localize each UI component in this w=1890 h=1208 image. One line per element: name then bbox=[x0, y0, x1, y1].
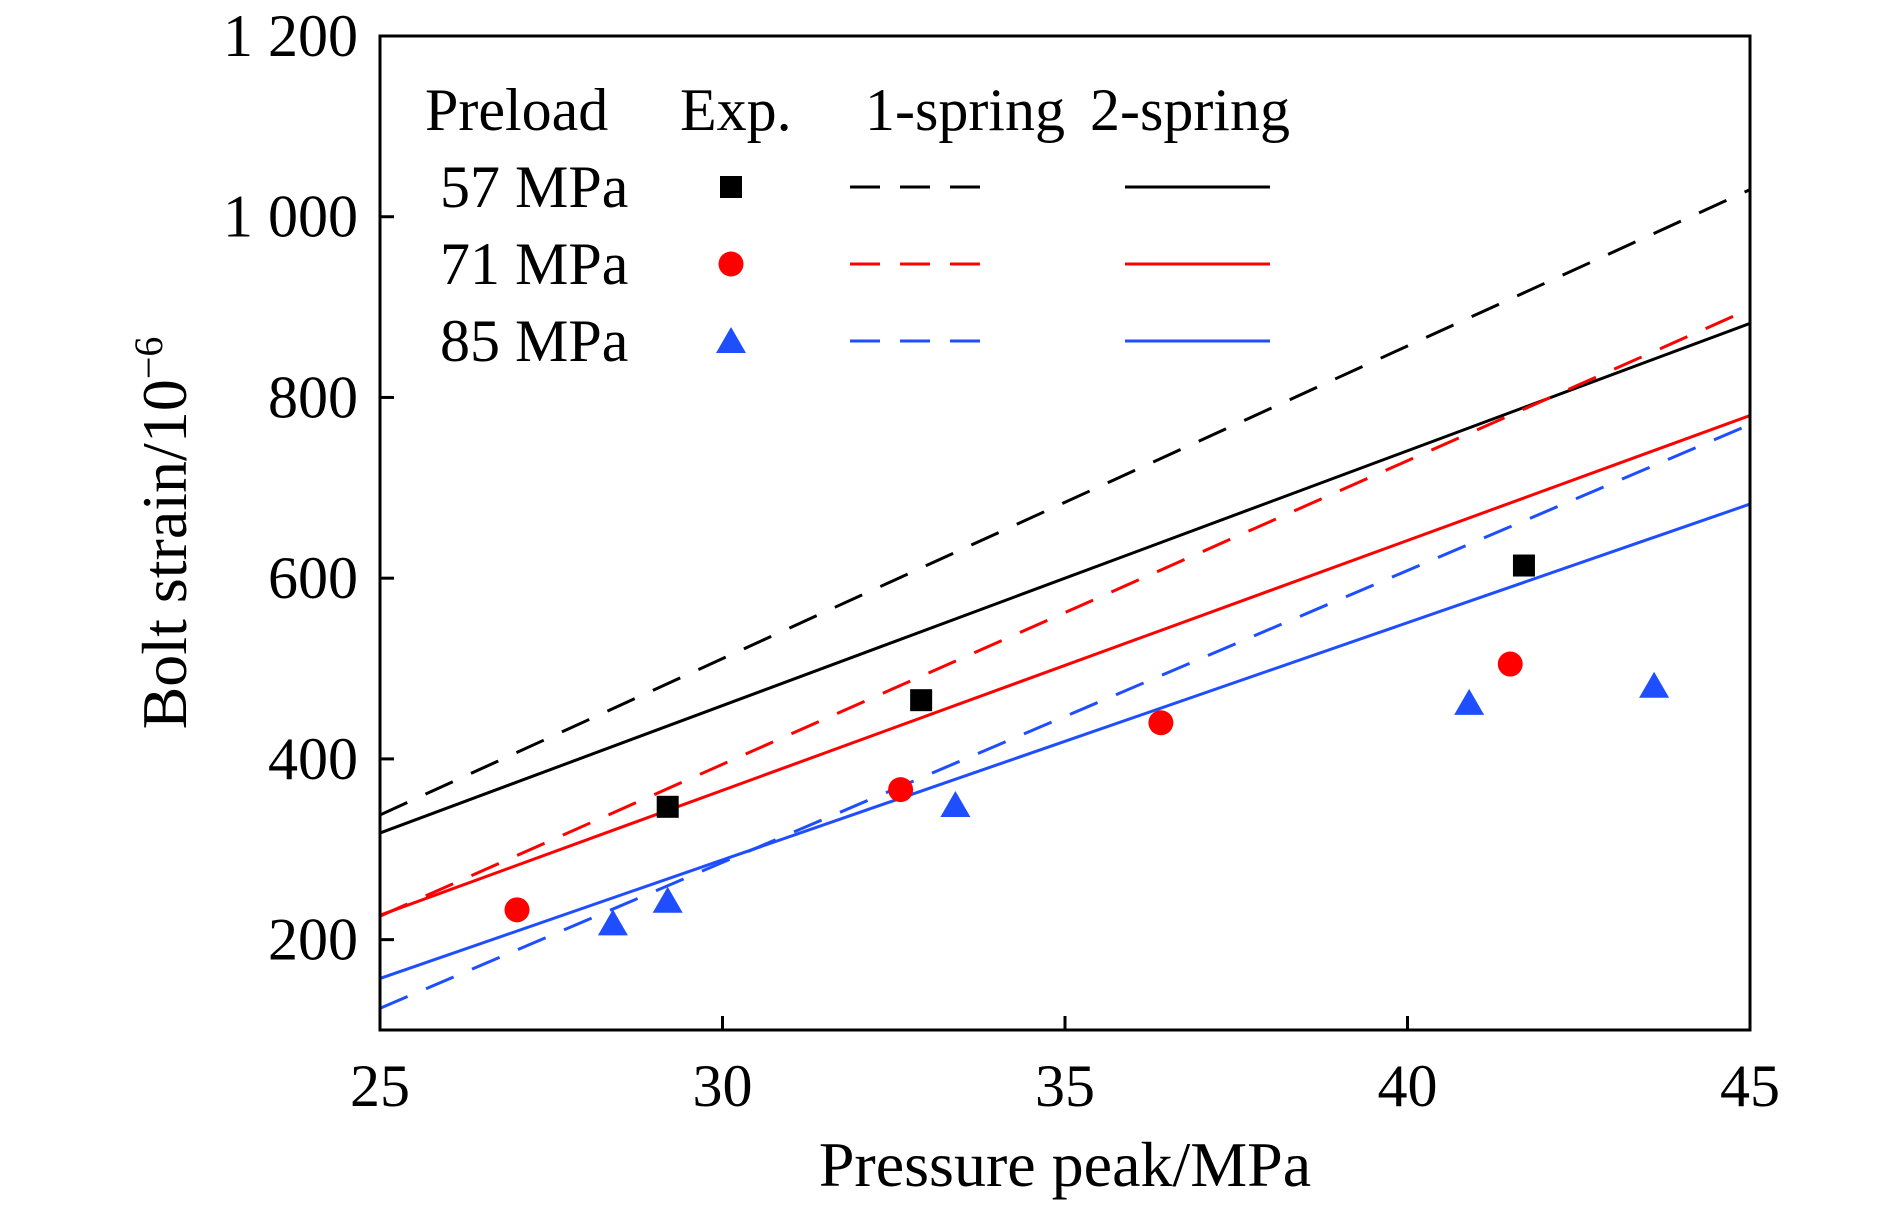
data-point bbox=[1497, 651, 1523, 677]
y-tick-label: 1 200 bbox=[223, 3, 358, 69]
legend-preload-label: 71 MPa bbox=[440, 231, 628, 297]
x-tick-label: 40 bbox=[1378, 1053, 1438, 1119]
legend-preload-label: 57 MPa bbox=[440, 154, 628, 220]
x-axis: 25 30 35 40 45 bbox=[350, 1016, 1780, 1119]
legend-marker bbox=[716, 327, 746, 353]
legend-marker bbox=[720, 176, 742, 198]
y-tick-label: 200 bbox=[268, 907, 358, 973]
data-point bbox=[1512, 554, 1535, 577]
x-tick-label: 25 bbox=[350, 1053, 410, 1119]
two-spring-line bbox=[380, 321, 1750, 835]
data-point bbox=[504, 897, 530, 923]
data-point bbox=[656, 795, 679, 818]
one-spring-line bbox=[380, 423, 1750, 1010]
legend: Preload Exp. 1-spring 2-spring 57 MPa 71 MPa 8… bbox=[425, 77, 1290, 374]
data-point bbox=[652, 886, 683, 913]
y-tick-label: 400 bbox=[268, 726, 358, 792]
data-point bbox=[940, 790, 971, 817]
y-axis: 200 400 600 800 1 000 1 200 bbox=[223, 3, 394, 973]
y-tick-label: 1 000 bbox=[223, 184, 358, 250]
legend-header-2-spring: 2-spring bbox=[1090, 77, 1290, 143]
data-point bbox=[597, 909, 628, 936]
data-point bbox=[1639, 671, 1670, 698]
legend-marker bbox=[718, 251, 744, 277]
y-axis-label-text: Bolt strain/10 bbox=[129, 379, 200, 729]
y-tick-label: 800 bbox=[268, 364, 358, 430]
data-point bbox=[1148, 710, 1174, 736]
legend-header-preload: Preload bbox=[425, 77, 608, 143]
legend-preload-label: 85 MPa bbox=[440, 308, 628, 374]
data-point bbox=[910, 689, 933, 712]
one-spring-line bbox=[380, 307, 1750, 918]
x-tick-label: 30 bbox=[693, 1053, 753, 1119]
legend-header-1-spring: 1-spring bbox=[865, 77, 1065, 143]
x-tick-label: 35 bbox=[1035, 1053, 1095, 1119]
y-tick-label: 600 bbox=[268, 545, 358, 611]
legend-header-exp: Exp. bbox=[680, 77, 792, 143]
y-axis-label-exponent: −6 bbox=[126, 337, 171, 380]
y-axis-label: Bolt strain/10−6 bbox=[126, 337, 200, 730]
data-point bbox=[888, 777, 914, 803]
plot-markers bbox=[504, 554, 1670, 936]
plot-lines bbox=[380, 188, 1750, 1010]
x-tick-label: 45 bbox=[1720, 1053, 1780, 1119]
data-point bbox=[1454, 688, 1485, 715]
two-spring-line bbox=[380, 502, 1750, 980]
x-axis-label: Pressure peak/MPa bbox=[819, 1129, 1311, 1200]
two-spring-line bbox=[380, 414, 1750, 917]
one-spring-line bbox=[380, 188, 1750, 817]
